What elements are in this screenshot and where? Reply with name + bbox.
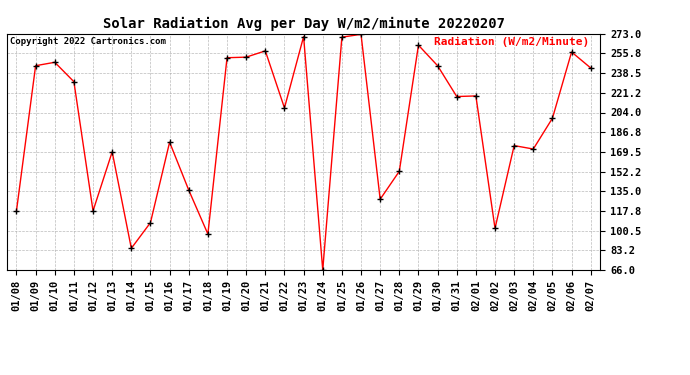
Text: Radiation (W/m2/Minute): Radiation (W/m2/Minute) <box>434 37 589 47</box>
Text: Copyright 2022 Cartronics.com: Copyright 2022 Cartronics.com <box>10 37 166 46</box>
Title: Solar Radiation Avg per Day W/m2/minute 20220207: Solar Radiation Avg per Day W/m2/minute … <box>103 17 504 31</box>
